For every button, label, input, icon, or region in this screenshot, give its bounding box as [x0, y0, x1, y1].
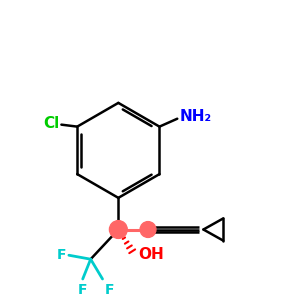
Text: F: F	[78, 283, 88, 297]
Text: OH: OH	[138, 247, 164, 262]
Text: F: F	[56, 248, 66, 262]
Circle shape	[140, 222, 156, 237]
Text: Cl: Cl	[43, 116, 59, 131]
Text: NH₂: NH₂	[179, 109, 212, 124]
Text: F: F	[104, 283, 114, 297]
Circle shape	[110, 220, 127, 238]
